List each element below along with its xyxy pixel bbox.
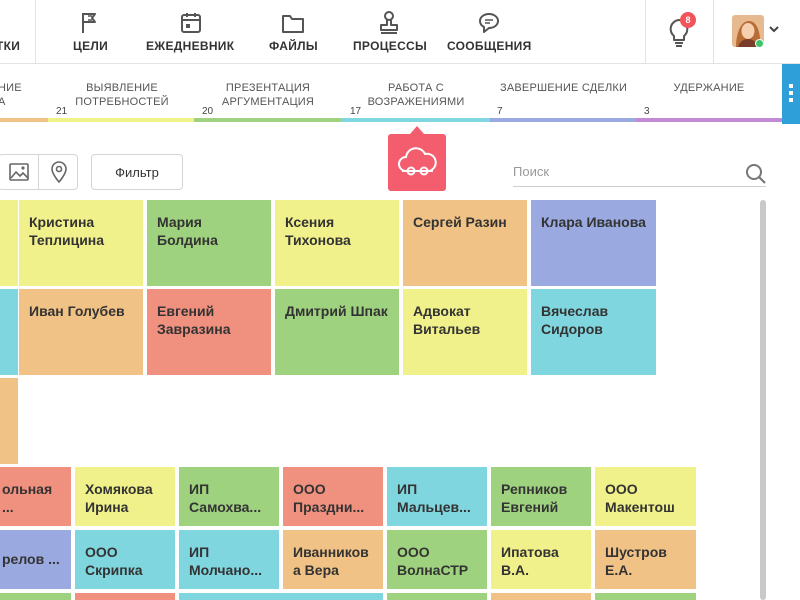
contact-tile[interactable]: ООО Скрипка bbox=[75, 530, 175, 589]
nav-item-label: ЕЖЕДНЕВНИК bbox=[146, 39, 235, 53]
image-icon bbox=[8, 163, 29, 181]
stage-color-bar bbox=[490, 118, 636, 122]
cloud-objection-icon bbox=[398, 146, 437, 175]
nav-item-label: ТКИ bbox=[0, 39, 21, 53]
map-view-button[interactable] bbox=[39, 155, 78, 189]
stage-count: 3 bbox=[644, 106, 650, 117]
nav-item-partial[interactable]: ТКИ bbox=[0, 0, 26, 64]
calendar-icon bbox=[178, 10, 204, 36]
stage-count: 17 bbox=[350, 106, 362, 117]
divider bbox=[38, 155, 39, 189]
contact-tile[interactable]: Кристина Теплицина bbox=[19, 200, 143, 286]
more-menu-button[interactable] bbox=[782, 64, 800, 124]
contact-tile[interactable]: Ксения Тихонова bbox=[275, 200, 399, 286]
stage-tab[interactable]: НИЕ А bbox=[0, 64, 48, 124]
stage-tab[interactable]: ЗАВЕРШЕНИЕ СДЕЛКИ 7 bbox=[490, 64, 636, 124]
nav-item-planner[interactable]: ЕЖЕДНЕВНИК bbox=[146, 0, 236, 64]
stage-name: НИЕ А bbox=[0, 82, 22, 108]
chat-icon bbox=[476, 10, 502, 36]
nav-item-label: ФАЙЛЫ bbox=[269, 39, 318, 53]
stage-count: 20 bbox=[202, 106, 214, 117]
stage-color-bar bbox=[48, 118, 194, 122]
contact-tile[interactable]: ИП Самохва... bbox=[179, 467, 279, 526]
stage-tab[interactable]: ПРЕЗЕНТАЦИЯ АРГУМЕНТАЦИЯ 20 bbox=[194, 64, 342, 124]
funnel-stages: НИЕ А ВЫЯВЛЕНИЕ ПОТРЕБНОСТЕЙ 21 ПРЕЗЕНТА… bbox=[0, 64, 782, 124]
stage-pointer bbox=[410, 126, 424, 134]
stage-tab-selected[interactable]: РАБОТА С ВОЗРАЖЕНИЯМИ 17 bbox=[342, 64, 490, 124]
stamp-icon bbox=[376, 10, 402, 36]
stage-tab[interactable]: УДЕРЖАНИЕ 3 bbox=[636, 64, 782, 124]
contact-tile[interactable]: ИП Мальцев... bbox=[387, 467, 487, 526]
contact-tile[interactable] bbox=[179, 593, 383, 600]
avatar[interactable] bbox=[732, 15, 764, 47]
image-view-button[interactable] bbox=[0, 155, 38, 189]
stage-color-bar bbox=[194, 118, 342, 122]
stage-color-bar bbox=[636, 118, 782, 122]
nav-item-processes[interactable]: ПРОЦЕССЫ bbox=[352, 0, 428, 64]
notification-count-badge: 8 bbox=[680, 12, 696, 28]
scrollbar-thumb[interactable] bbox=[760, 200, 766, 600]
stage-name: ПРЕЗЕНТАЦИЯ АРГУМЕНТАЦИЯ bbox=[221, 82, 315, 108]
contact-tile[interactable]: Иванников а Вера bbox=[283, 530, 383, 589]
top-navigation: ТКИ ЦЕЛИ ЕЖЕДНЕВНИК ФАЙЛЫ ПРОЦЕССЫ СООБЩ… bbox=[0, 0, 800, 64]
contact-tile[interactable] bbox=[0, 593, 71, 600]
contact-tile[interactable]: ООО Праздни... bbox=[283, 467, 383, 526]
stage-tab[interactable]: ВЫЯВЛЕНИЕ ПОТРЕБНОСТЕЙ 21 bbox=[48, 64, 194, 124]
contact-tile[interactable]: Иван Голубев bbox=[19, 289, 143, 375]
contact-tile[interactable] bbox=[491, 593, 591, 600]
chevron-down-icon[interactable] bbox=[768, 22, 780, 40]
stage-name: ВЫЯВЛЕНИЕ ПОТРЕБНОСТЕЙ bbox=[75, 82, 169, 108]
contact-tile[interactable]: ольная ... bbox=[0, 467, 71, 526]
nav-divider bbox=[713, 0, 714, 64]
contact-tile[interactable] bbox=[0, 289, 18, 375]
contact-tile[interactable] bbox=[0, 378, 18, 464]
vertical-dots-icon bbox=[789, 84, 793, 105]
contact-tile[interactable]: Клара Иванова bbox=[531, 200, 656, 286]
objection-handling-button[interactable] bbox=[388, 134, 446, 191]
contact-tile[interactable]: ИП Молчано... bbox=[179, 530, 279, 589]
contact-tile[interactable]: Адвокат Витальев bbox=[403, 289, 527, 375]
nav-item-label: СООБЩЕНИЯ bbox=[447, 39, 532, 53]
contact-tile[interactable] bbox=[0, 200, 18, 286]
contact-tile[interactable]: релов ... bbox=[0, 530, 71, 589]
nav-item-messages[interactable]: СООБЩЕНИЯ bbox=[446, 0, 532, 64]
contact-tile[interactable]: Ипатова В.А. bbox=[491, 530, 591, 589]
contact-tile[interactable]: Мария Болдина bbox=[147, 200, 271, 286]
nav-divider bbox=[35, 0, 36, 64]
contact-tile[interactable]: Репников Евгений bbox=[491, 467, 591, 526]
contact-tile[interactable]: Шустров Е.А. bbox=[595, 530, 696, 589]
flag-icon bbox=[77, 10, 103, 36]
contact-tile[interactable]: Вячеслав Сидоров bbox=[531, 289, 656, 375]
stage-color-bar bbox=[342, 118, 490, 122]
stage-count: 7 bbox=[497, 106, 503, 117]
search-input[interactable] bbox=[513, 157, 766, 187]
contact-tile[interactable] bbox=[387, 593, 487, 600]
contact-tile[interactable]: Сергей Разин bbox=[403, 200, 527, 286]
online-status-dot bbox=[755, 39, 764, 48]
nav-divider bbox=[645, 0, 646, 64]
contact-tile[interactable] bbox=[75, 593, 175, 600]
contact-tile[interactable] bbox=[595, 593, 696, 600]
contact-tile[interactable]: ООО ВолнаСТР bbox=[387, 530, 487, 589]
search-icon[interactable] bbox=[745, 163, 767, 190]
stage-name: ЗАВЕРШЕНИЕ СДЕЛКИ bbox=[500, 82, 628, 94]
contact-tile[interactable]: Дмитрий Шпак bbox=[275, 289, 399, 375]
view-toggle-group bbox=[0, 154, 78, 190]
nav-item-label: ПРОЦЕССЫ bbox=[353, 39, 428, 53]
stage-name: РАБОТА С ВОЗРАЖЕНИЯМИ bbox=[367, 82, 465, 108]
stage-name: УДЕРЖАНИЕ bbox=[673, 82, 745, 94]
location-pin-icon bbox=[50, 161, 67, 183]
filter-button[interactable]: Фильтр bbox=[91, 154, 183, 190]
nav-item-label: ЦЕЛИ bbox=[73, 39, 109, 53]
folder-icon bbox=[280, 10, 306, 36]
nav-item-files[interactable]: ФАЙЛЫ bbox=[268, 0, 318, 64]
contact-tile[interactable]: ООО Макентош bbox=[595, 467, 696, 526]
stage-color-bar bbox=[0, 118, 48, 122]
contact-tile[interactable]: Хомякова Ирина bbox=[75, 467, 175, 526]
nav-item-goals[interactable]: ЦЕЛИ bbox=[60, 0, 120, 64]
stage-count: 21 bbox=[56, 106, 68, 117]
contact-tile[interactable]: Евгений Завразина bbox=[147, 289, 271, 375]
